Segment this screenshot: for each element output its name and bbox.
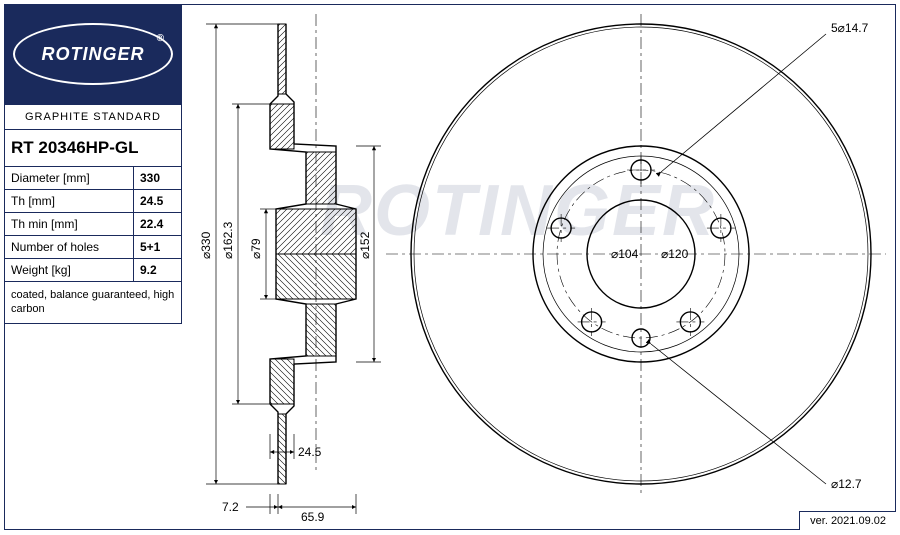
dim-depth: 65.9 <box>301 510 325 524</box>
dim-step-dia: ⌀162.3 <box>221 221 235 259</box>
front-view: 5⌀14.7 ⌀12.7 ⌀104 ⌀120 <box>386 4 896 530</box>
spec-note: coated, balance guaranteed, high carbon <box>5 282 182 324</box>
dim-thickness: 24.5 <box>298 445 322 459</box>
spec-label: Number of holes <box>5 236 134 259</box>
spec-label: Th min [mm] <box>5 213 134 236</box>
spec-table: GRAPHITE STANDARD RT 20346HP-GL Diameter… <box>4 104 182 324</box>
section-view: ⌀330 ⌀162.3 ⌀79 ⌀152 24.5 7.2 65.9 <box>186 4 386 530</box>
spec-label: Weight [kg] <box>5 259 134 282</box>
brand-logo: ROTINGER <box>13 23 173 85</box>
dim-bolt-pattern: 5⌀14.7 <box>831 21 869 35</box>
dim-pcd: ⌀120 <box>661 247 689 261</box>
dim-extra-hole: ⌀12.7 <box>831 477 862 491</box>
product-line: GRAPHITE STANDARD <box>5 105 182 130</box>
part-number: RT 20346HP-GL <box>5 130 182 167</box>
dim-outer-dia: ⌀330 <box>199 231 213 259</box>
dim-offset: 7.2 <box>222 500 239 514</box>
table-row: Th [mm]24.5 <box>5 190 182 213</box>
brand-logo-panel: ROTINGER <box>4 4 182 104</box>
dim-center-bore: ⌀104 <box>611 247 639 261</box>
table-row: Diameter [mm]330 <box>5 167 182 190</box>
spec-label: Th [mm] <box>5 190 134 213</box>
dim-hub: ⌀152 <box>358 231 372 259</box>
spec-value: 22.4 <box>134 213 182 236</box>
spec-label: Diameter [mm] <box>5 167 134 190</box>
spec-value: 9.2 <box>134 259 182 282</box>
spec-value: 24.5 <box>134 190 182 213</box>
drawing-version: ver. 2021.09.02 <box>799 511 896 530</box>
spec-value: 330 <box>134 167 182 190</box>
spec-value: 5+1 <box>134 236 182 259</box>
table-row: Weight [kg]9.2 <box>5 259 182 282</box>
table-row: Th min [mm]22.4 <box>5 213 182 236</box>
table-row: Number of holes5+1 <box>5 236 182 259</box>
dim-bore: ⌀79 <box>249 238 263 259</box>
